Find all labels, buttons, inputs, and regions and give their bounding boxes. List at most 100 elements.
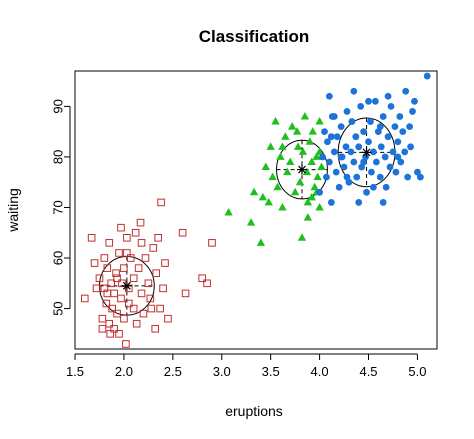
- data-point-square: [125, 284, 133, 293]
- data-point-square: [203, 279, 211, 288]
- data-point-circle: [330, 148, 338, 156]
- data-point-triangle: [303, 197, 313, 206]
- data-point-circle: [376, 123, 384, 130]
- data-point-triangle: [315, 147, 324, 155]
- data-point-square: [141, 254, 150, 262]
- data-point-circle: [394, 138, 402, 146]
- data-point-triangle: [278, 142, 287, 150]
- data-point-triangle: [256, 238, 266, 246]
- data-point-circle: [337, 153, 345, 161]
- data-point-square: [129, 304, 138, 313]
- data-point-triangle: [268, 172, 277, 181]
- data-point-circle: [330, 113, 338, 120]
- data-point-circle: [411, 97, 418, 105]
- data-point-square: [113, 274, 121, 283]
- data-point-square: [125, 299, 133, 308]
- data-point-triangle: [307, 157, 316, 165]
- data-point-square: [152, 269, 161, 277]
- cluster-ellipses: [98, 117, 396, 316]
- plot-frame: [74, 70, 438, 350]
- data-point-triangle: [308, 127, 317, 135]
- data-point-circle: [350, 158, 358, 166]
- x-axis: 1.5 2.0 2.5 3.0 3.5 4.0 4.5 5.0: [66, 353, 426, 379]
- data-point-square: [105, 239, 114, 247]
- data-point-circle: [370, 183, 377, 191]
- data-point-triangle: [307, 192, 316, 201]
- data-point-triangle: [312, 152, 321, 160]
- data-point-circle: [319, 153, 326, 161]
- data-point-triangle: [273, 182, 282, 191]
- y-axis: 50 60 70 80 90: [51, 99, 71, 316]
- data-point-square: [92, 284, 101, 293]
- data-point-triangle: [310, 182, 319, 191]
- data-point-triangle: [264, 197, 273, 206]
- data-point-square: [113, 309, 121, 318]
- data-point-circle: [386, 163, 394, 171]
- data-point-circle: [406, 123, 414, 130]
- cluster-center-marker: [121, 280, 132, 291]
- data-point-square: [126, 254, 135, 262]
- data-point-square: [117, 294, 125, 303]
- data-point-triangle: [313, 172, 322, 181]
- x-tick-label: 2.5: [164, 364, 182, 379]
- data-point-circle: [379, 113, 387, 120]
- data-point-circle: [327, 133, 335, 141]
- data-point-square: [181, 289, 190, 298]
- data-point-circle: [335, 183, 343, 191]
- data-point-square: [103, 264, 112, 272]
- data-point-circle: [348, 118, 356, 125]
- data-point-circle: [365, 97, 372, 105]
- data-point-triangle: [288, 122, 297, 130]
- data-point-circle: [325, 92, 333, 100]
- data-point-square: [159, 284, 167, 293]
- data-point-triangle: [315, 117, 324, 125]
- y-tick-label: 90: [51, 99, 66, 113]
- data-point-square: [156, 304, 164, 313]
- data-point-square: [136, 218, 145, 227]
- data-point-circle: [379, 199, 387, 206]
- data-point-circle: [409, 108, 416, 115]
- data-point-circle: [365, 138, 372, 146]
- data-point-circle: [360, 158, 368, 166]
- data-point-circle: [343, 173, 351, 181]
- data-point-circle: [340, 163, 348, 171]
- data-point-triangle: [292, 127, 302, 135]
- data-point-square: [178, 228, 187, 237]
- data-point-square: [120, 264, 128, 272]
- y-axis-label: waiting: [5, 188, 21, 233]
- data-point-circle: [381, 153, 389, 161]
- data-point-square: [131, 228, 140, 237]
- x-tick-label: 3.0: [213, 364, 231, 379]
- data-point-triangle: [276, 152, 285, 160]
- data-point-circle: [399, 128, 407, 136]
- data-point-circle: [332, 168, 340, 176]
- data-point-circle: [371, 97, 379, 105]
- data-point-square: [108, 304, 116, 313]
- x-axis-label: eruptions: [225, 403, 283, 419]
- data-point-square: [107, 279, 116, 288]
- data-point-triangle: [297, 233, 307, 241]
- data-point-square: [110, 289, 118, 298]
- data-point-square: [115, 249, 123, 257]
- data-point-square: [154, 234, 162, 242]
- data-point-square: [105, 319, 114, 328]
- data-point-circle: [367, 118, 374, 125]
- cluster-centers: [121, 147, 372, 291]
- x-tick-label: 5.0: [408, 364, 426, 379]
- data-point-square: [98, 324, 107, 333]
- data-point-circle: [372, 158, 380, 166]
- data-point-square: [102, 299, 111, 308]
- data-point-triangle: [224, 208, 233, 216]
- data-point-triangle: [302, 167, 312, 176]
- chart-title: Classification: [199, 27, 310, 46]
- data-point-square: [115, 330, 123, 338]
- cluster-center-marker: [361, 147, 372, 158]
- data-point-square: [106, 330, 115, 338]
- data-point-circle: [404, 173, 412, 181]
- x-tick-label: 3.5: [262, 364, 280, 379]
- data-point-triangle: [283, 167, 292, 176]
- data-point-circle: [355, 143, 363, 151]
- data-point-circle: [389, 148, 397, 156]
- data-point-circle: [323, 173, 330, 181]
- data-point-square: [134, 264, 143, 272]
